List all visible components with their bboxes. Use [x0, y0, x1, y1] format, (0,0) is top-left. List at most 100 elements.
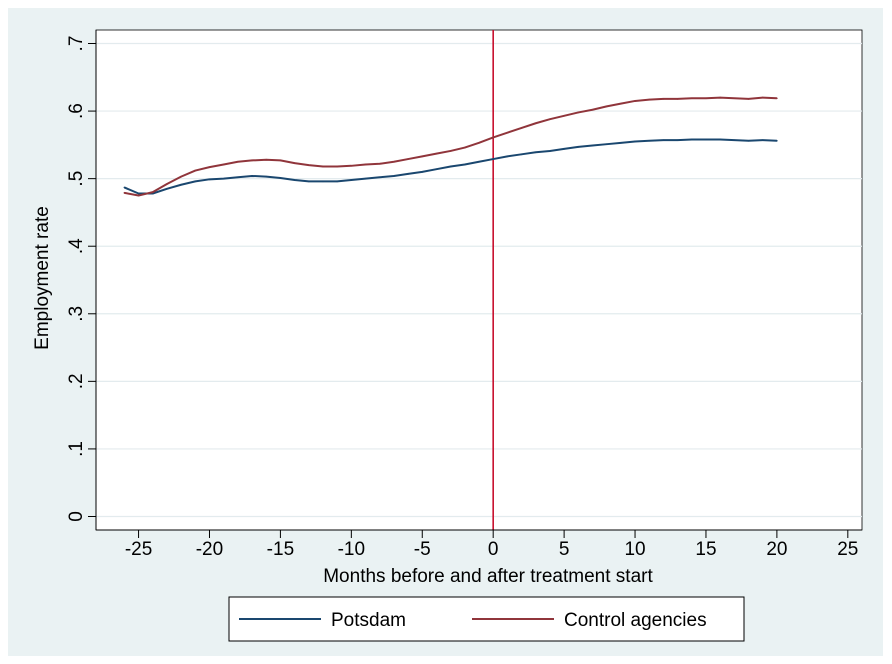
series-0-point-0 [123, 186, 126, 189]
series-1-point-2 [151, 191, 154, 193]
y-tick-label-4: .4 [66, 238, 87, 254]
series-0-point-38 [662, 139, 665, 141]
series-0-point-35 [620, 142, 622, 144]
series-0-point-46 [776, 140, 778, 142]
series-1-point-25 [478, 142, 480, 144]
series-0-point-7 [222, 177, 225, 180]
plot-area [95, 29, 863, 531]
x-tick-label-3: -10 [338, 539, 365, 560]
x-tick-label-4: -5 [414, 539, 431, 560]
series-1-point-32 [577, 111, 580, 114]
series-1-point-15 [336, 165, 338, 168]
series-0-point-6 [208, 178, 211, 181]
legend-label-0: Potsdam [331, 610, 406, 631]
y-tick-label-7: .7 [66, 36, 87, 52]
series-0-point-30 [549, 150, 551, 152]
series-0-point-5 [194, 180, 197, 183]
series-0-point-26 [492, 158, 494, 160]
series-1-point-41 [705, 97, 707, 100]
series-1-point-17 [364, 163, 367, 166]
y-tick-label-6: .6 [66, 103, 87, 119]
y-axis: 0 .1 .2 .3 .4 .5 .6 .7 [66, 30, 97, 530]
series-0-point-29 [534, 151, 537, 154]
chart: 0 .1 .2 .3 .4 .5 .6 .7 -25 -20 -15 -10 -5 0 5 10 15 20 25… [32, 29, 863, 642]
series-0-point-11 [279, 177, 282, 179]
y-tick-label-5: .5 [66, 171, 87, 187]
x-tick-label-10: 25 [837, 539, 858, 560]
y-tick-label-3: .3 [66, 306, 87, 322]
chart-frame: 0 .1 .2 .3 .4 .5 .6 .7 -25 -20 -15 -10 -5 0 5 10 15 20 25… [8, 8, 883, 656]
series-1-point-29 [534, 122, 537, 125]
series-1 [123, 96, 778, 197]
series-1-point-40 [690, 97, 693, 100]
series-1-point-21 [421, 155, 424, 158]
series-0-point-12 [293, 179, 296, 181]
series-0-point-44 [747, 140, 750, 142]
series-0-point-17 [364, 177, 367, 180]
series-1-point-4 [180, 175, 182, 178]
series-1-point-36 [634, 100, 636, 102]
series-1-point-5 [194, 169, 197, 172]
series-1-point-45 [761, 96, 764, 99]
series-1-point-19 [393, 160, 395, 163]
series-0-point-27 [506, 155, 509, 158]
x-tick-label-7: 10 [624, 539, 645, 560]
series-1-point-9 [251, 159, 253, 162]
series-1-point-12 [293, 162, 296, 164]
series-0-point-25 [478, 160, 480, 163]
series-0-point-39 [676, 139, 679, 141]
y-tick-label-0: 0 [66, 511, 87, 522]
x-axis-title: Months before and after treatment start [323, 566, 653, 587]
series-0-point-14 [322, 180, 324, 183]
series-1-point-13 [307, 164, 310, 166]
series-1-point-34 [605, 105, 608, 108]
series-1-point-20 [407, 158, 409, 160]
series-1-point-24 [464, 146, 466, 149]
series-0-point-8 [237, 176, 239, 179]
series-1-point-46 [776, 97, 778, 100]
series-0-point-42 [719, 138, 721, 141]
series-0-point-15 [336, 180, 338, 183]
x-tick-label-5: 0 [488, 539, 499, 560]
series-1-point-11 [279, 159, 282, 162]
series-1-point-18 [378, 162, 381, 165]
x-tick-label-1: -20 [196, 539, 223, 560]
series-1-point-10 [265, 158, 268, 161]
series-1-point-26 [492, 136, 494, 139]
series-0-point-21 [421, 171, 424, 173]
y-axis-title: Employment rate [32, 206, 53, 350]
series-0-point-13 [307, 180, 310, 183]
legend-label-1: Control agencies [564, 610, 707, 631]
series-1-point-28 [520, 127, 523, 129]
series-1-point-16 [350, 165, 353, 167]
series-1-point-6 [208, 166, 211, 168]
series-0 [123, 138, 778, 195]
series-0-point-32 [577, 146, 580, 148]
x-tick-label-9: 20 [766, 539, 787, 560]
series-0-point-43 [733, 139, 736, 141]
series-1-point-37 [648, 98, 651, 101]
series-1-point-22 [435, 152, 438, 155]
series-1-point-43 [733, 97, 736, 100]
series-0-point-4 [180, 183, 182, 186]
series-0-point-3 [166, 187, 168, 190]
series-0-point-41 [705, 138, 707, 141]
series-0-point-28 [520, 153, 523, 156]
series-1-point-1 [137, 194, 140, 197]
legend: Potsdam Control agencies [228, 596, 745, 642]
series-1-point-0 [123, 192, 126, 194]
series-0-point-24 [464, 163, 466, 166]
series-0-point-1 [137, 192, 140, 195]
series-1-point-27 [506, 131, 509, 134]
series-1-point-3 [166, 183, 168, 185]
x-tick-label-2: -15 [267, 539, 294, 560]
series-0-point-22 [435, 168, 438, 170]
series-1-point-44 [747, 98, 750, 100]
series-1-point-7 [222, 163, 225, 166]
x-tick-label-0: -25 [125, 539, 152, 560]
series-0-point-20 [407, 173, 409, 175]
series-lines [123, 96, 778, 197]
series-1-point-42 [719, 96, 721, 99]
y-tick-label-1: .1 [66, 441, 87, 457]
x-tick-label-6: 5 [559, 539, 570, 560]
